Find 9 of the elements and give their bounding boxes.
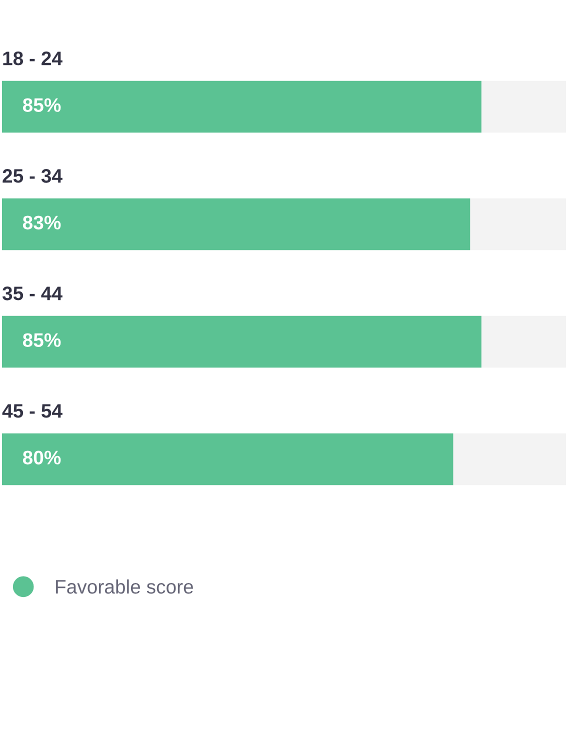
- data-label: 83%: [22, 216, 61, 230]
- y-tick-label: 25 - 34: [2, 169, 62, 183]
- data-label: 80%: [22, 450, 61, 464]
- y-tick-label: 18 - 24: [3, 52, 62, 66]
- y-tick-label: 35 - 44: [2, 286, 62, 300]
- legend-label: Favorable score: [56, 579, 193, 594]
- data-label: 85%: [22, 98, 61, 112]
- data-label: 85%: [22, 333, 61, 347]
- y-tick-label: 45 - 54: [2, 404, 62, 418]
